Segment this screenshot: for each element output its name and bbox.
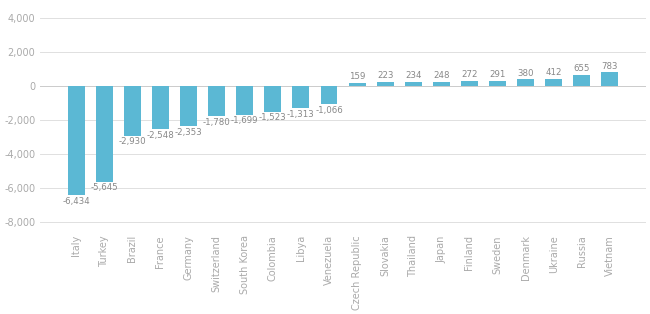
Bar [180,86,197,126]
Bar [601,73,618,86]
Bar [433,82,450,86]
Text: 655: 655 [573,64,590,73]
Bar [517,79,534,86]
Text: 159: 159 [349,73,365,81]
Bar [545,79,562,86]
Bar [461,81,478,86]
Text: 291: 291 [489,70,506,79]
Text: 412: 412 [545,68,562,77]
Text: -1,780: -1,780 [203,118,231,127]
Bar [124,86,141,136]
Text: -2,353: -2,353 [175,127,202,137]
Text: -2,930: -2,930 [118,137,146,146]
Text: 380: 380 [517,69,534,78]
Bar [405,82,422,86]
Text: -1,699: -1,699 [231,116,259,125]
Bar [237,86,254,115]
Bar [96,86,112,182]
Text: 223: 223 [377,71,393,80]
Bar [292,86,309,108]
Bar [377,82,394,86]
Text: -5,645: -5,645 [90,183,118,192]
Text: 783: 783 [602,62,618,71]
Text: 272: 272 [462,70,478,79]
Bar [265,86,281,112]
Text: -1,313: -1,313 [287,110,315,119]
Bar [573,75,590,86]
Bar [348,83,365,86]
Bar [320,86,337,104]
Text: 234: 234 [405,71,421,80]
Bar [152,86,169,129]
Text: -1,523: -1,523 [259,113,287,122]
Text: -1,066: -1,066 [315,106,343,115]
Bar [68,86,84,195]
Bar [489,81,506,86]
Text: 248: 248 [433,71,450,80]
Text: -6,434: -6,434 [62,197,90,206]
Text: -2,548: -2,548 [147,131,174,140]
Bar [208,86,225,116]
